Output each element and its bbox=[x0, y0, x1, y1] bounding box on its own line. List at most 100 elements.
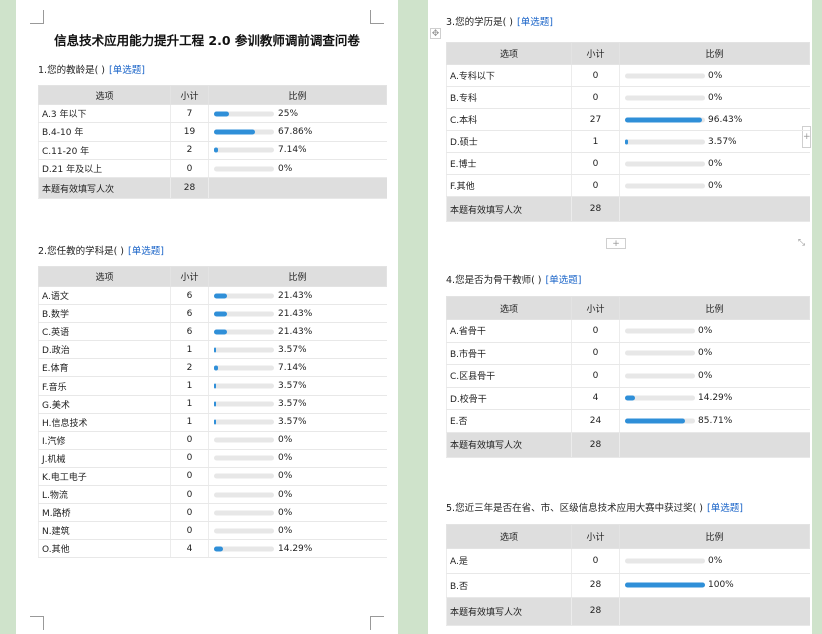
total-row: 本题有效填写人次 28 bbox=[446, 432, 810, 458]
ratio-percent: 0% bbox=[708, 92, 723, 103]
table-row: D.硕士 1 3.57% bbox=[446, 130, 810, 153]
header-count: 小计 bbox=[571, 296, 620, 320]
table-header-row: 选项 小计 比例 bbox=[446, 42, 810, 65]
total-row: 本题有效填写人次 28 bbox=[446, 196, 810, 222]
option-label: E.否 bbox=[446, 409, 572, 433]
ratio-bar-fill bbox=[214, 293, 227, 299]
table-row: F.音乐 1 3.57% bbox=[38, 376, 387, 396]
ratio-bar-track bbox=[625, 139, 705, 144]
option-label: D.政治 bbox=[38, 340, 171, 360]
ratio-cell: 0% bbox=[619, 86, 810, 109]
total-row: 本题有效填写人次 28 bbox=[446, 597, 810, 626]
total-count: 28 bbox=[571, 597, 620, 626]
ratio-cell: 0% bbox=[208, 485, 387, 505]
ratio-cell: 14.29% bbox=[208, 539, 387, 559]
table-row: E.否 24 85.71% bbox=[446, 409, 810, 433]
ratio-bar-track bbox=[214, 492, 274, 498]
option-label: F.其他 bbox=[446, 174, 572, 197]
ratio-bar-track bbox=[214, 147, 274, 153]
header-ratio: 比例 bbox=[619, 42, 810, 65]
table-row: B.数学 6 21.43% bbox=[38, 304, 387, 324]
table-row: N.建筑 0 0% bbox=[38, 521, 387, 541]
question-type-link[interactable]: [单选题] bbox=[517, 17, 553, 28]
ratio-bar-track bbox=[625, 73, 705, 78]
ratio-cell: 3.57% bbox=[619, 130, 810, 153]
option-count: 0 bbox=[170, 521, 209, 541]
table-resize-icon[interactable]: ⤡ bbox=[796, 238, 807, 249]
question-title: 1.您的教龄是( ) [单选题] bbox=[38, 62, 145, 76]
table-row: G.美术 1 3.57% bbox=[38, 395, 387, 414]
total-label: 本题有效填写人次 bbox=[446, 432, 572, 458]
option-label: B.4-10 年 bbox=[38, 122, 171, 142]
page-corner-mark bbox=[30, 616, 44, 630]
ratio-percent: 0% bbox=[698, 370, 713, 381]
option-count: 27 bbox=[571, 108, 620, 131]
ratio-cell: 14.29% bbox=[619, 387, 810, 410]
ratio-bar-track bbox=[214, 510, 274, 516]
option-count: 0 bbox=[170, 449, 209, 468]
option-count: 7 bbox=[170, 104, 209, 124]
ratio-bar-track bbox=[214, 419, 274, 425]
question-title: 3.您的学历是( ) [单选题] bbox=[446, 14, 553, 28]
header-option: 选项 bbox=[38, 266, 171, 287]
option-label: B.专科 bbox=[446, 86, 572, 109]
ratio-percent: 14.29% bbox=[698, 393, 733, 404]
ratio-cell: 3.57% bbox=[208, 376, 387, 396]
ratio-percent: 7.14% bbox=[278, 362, 307, 373]
question-type-link[interactable]: [单选题] bbox=[707, 503, 743, 514]
header-count: 小计 bbox=[571, 524, 620, 549]
question-type-link[interactable]: [单选题] bbox=[109, 65, 145, 76]
ratio-percent: 96.43% bbox=[708, 114, 743, 125]
ratio-bar-track bbox=[625, 183, 705, 188]
header-count: 小计 bbox=[571, 42, 620, 65]
ratio-bar-fill bbox=[214, 311, 227, 317]
option-label: F.音乐 bbox=[38, 376, 171, 396]
ratio-cell: 0% bbox=[619, 64, 810, 87]
ratio-bar-fill bbox=[214, 546, 223, 552]
ratio-percent: 7.14% bbox=[278, 145, 307, 156]
table-row: I.汽修 0 0% bbox=[38, 431, 387, 450]
ratio-bar-track bbox=[214, 129, 274, 135]
question-text: 1.您的教龄是( ) bbox=[38, 65, 105, 76]
header-option: 选项 bbox=[38, 85, 171, 105]
ratio-cell: 0% bbox=[208, 467, 387, 487]
document-page-right: ✥ + + ⤡ 3.您的学历是( ) [单选题] 选项 小计 比例 A.专科以下 0 0% B.… bbox=[428, 0, 812, 634]
option-label: C.英语 bbox=[38, 322, 171, 342]
question-title: 4.您是否为骨干教师( ) [单选题] bbox=[446, 272, 581, 286]
option-count: 0 bbox=[170, 159, 209, 179]
ratio-bar-fill bbox=[214, 365, 219, 371]
question-type-link[interactable]: [单选题] bbox=[545, 275, 582, 286]
total-label: 本题有效填写人次 bbox=[38, 177, 171, 200]
ratio-bar-track bbox=[625, 95, 705, 100]
question-title: 2.您任教的学科是( ) [单选题] bbox=[38, 243, 164, 257]
move-handle-icon[interactable]: ✥ bbox=[430, 28, 441, 39]
header-ratio: 比例 bbox=[208, 85, 387, 105]
table-row: L.物流 0 0% bbox=[38, 485, 387, 505]
ratio-bar-track bbox=[214, 401, 274, 407]
option-count: 4 bbox=[170, 539, 209, 559]
ratio-bar-fill bbox=[625, 395, 635, 401]
ratio-percent: 85.71% bbox=[698, 415, 733, 426]
option-label: B.市骨干 bbox=[446, 342, 572, 365]
ratio-bar-track bbox=[625, 117, 705, 122]
ratio-bar-track bbox=[214, 311, 274, 317]
ratio-bar-fill bbox=[214, 129, 255, 135]
ratio-percent: 3.57% bbox=[278, 344, 307, 355]
ratio-cell: 21.43% bbox=[208, 286, 387, 306]
header-count: 小计 bbox=[170, 85, 209, 105]
question-title: 5.您近三年是否在省、市、区级信息技术应用大赛中获过奖( ) [单选题] bbox=[446, 500, 743, 514]
table-row: C.本科 27 96.43% bbox=[446, 108, 810, 131]
add-row-button[interactable]: + bbox=[606, 238, 626, 249]
total-label: 本题有效填写人次 bbox=[446, 597, 572, 626]
ratio-cell: 0% bbox=[619, 152, 810, 175]
option-label: C.本科 bbox=[446, 108, 572, 131]
option-count: 19 bbox=[170, 122, 209, 142]
ratio-cell: 0% bbox=[208, 521, 387, 541]
ratio-bar-fill bbox=[214, 347, 217, 353]
question-type-link[interactable]: [单选题] bbox=[128, 246, 164, 257]
table-row: K.电工电子 0 0% bbox=[38, 467, 387, 487]
header-ratio: 比例 bbox=[208, 266, 387, 287]
ratio-bar-track bbox=[625, 418, 695, 424]
question-text: 3.您的学历是( ) bbox=[446, 17, 513, 28]
option-count: 1 bbox=[170, 340, 209, 360]
